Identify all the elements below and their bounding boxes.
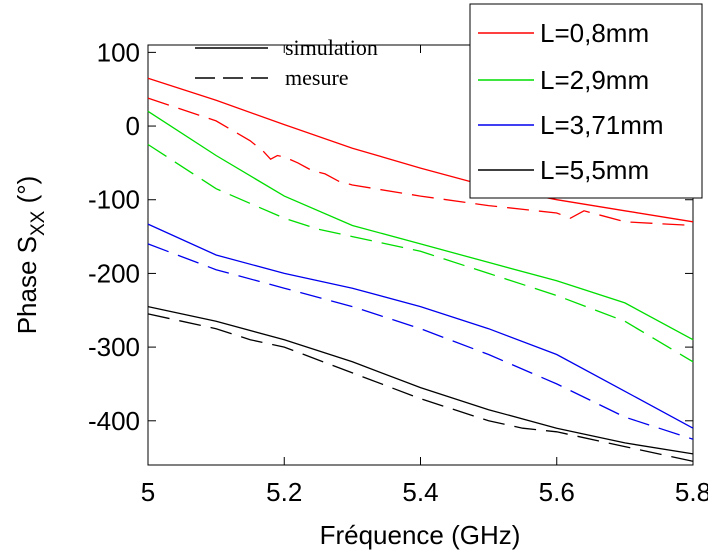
y-axis-label-unit: (°)	[12, 176, 42, 211]
series-1-mesure-line	[147, 143, 694, 363]
y-tick-label: -100	[88, 185, 140, 215]
legend-label-1: L=2,9mm	[540, 65, 649, 95]
y-axis-label: Phase SXX (°)	[12, 176, 49, 335]
x-tick-label: 5.8	[675, 477, 708, 507]
x-tick-label: 5.4	[402, 477, 438, 507]
legend-label-2: L=3,71mm	[540, 110, 664, 140]
y-tick-label: -400	[88, 406, 140, 436]
series-2-simulation-line	[147, 223, 694, 429]
series-3-mesure-line	[147, 313, 694, 462]
y-axis-label-main: Phase S	[12, 236, 42, 334]
x-axis-label: Fréquence (GHz)	[320, 520, 521, 550]
legend-label-3: L=5,5mm	[540, 155, 649, 185]
style-legend-mesure-label: mesure	[285, 65, 349, 90]
y-tick-label: 100	[97, 37, 140, 67]
y-axis-label-sub: XX	[28, 210, 49, 236]
y-tick-label: 0	[126, 111, 140, 141]
y-tick-label: -300	[88, 332, 140, 362]
svg-text:Phase SXX (°): Phase SXX (°)	[12, 176, 49, 335]
series-0-simulation-line	[147, 77, 694, 223]
axes-layer: 5 5.2 5.4 5.6 5.8 100 0 -100 -200 -300 -400	[88, 37, 708, 507]
series-layer	[147, 77, 694, 462]
legend-label-0: L=0,8mm	[540, 18, 649, 48]
series-1-simulation-line	[147, 110, 694, 341]
x-tick-label: 5.6	[539, 477, 575, 507]
series-2-mesure-line	[147, 243, 694, 440]
x-tick-label: 5	[141, 477, 155, 507]
x-tick-label: 5.2	[266, 477, 302, 507]
style-legend-simulation-label: simulation	[285, 35, 378, 60]
series-0-mesure-line	[147, 97, 694, 227]
legend: L=0,8mm L=2,9mm L=3,71mm L=5,5mm	[469, 3, 703, 199]
legend-box	[469, 3, 703, 199]
style-legend: simulation mesure	[195, 35, 378, 90]
series-3-simulation-line	[147, 305, 694, 455]
y-tick-label: -200	[88, 258, 140, 288]
